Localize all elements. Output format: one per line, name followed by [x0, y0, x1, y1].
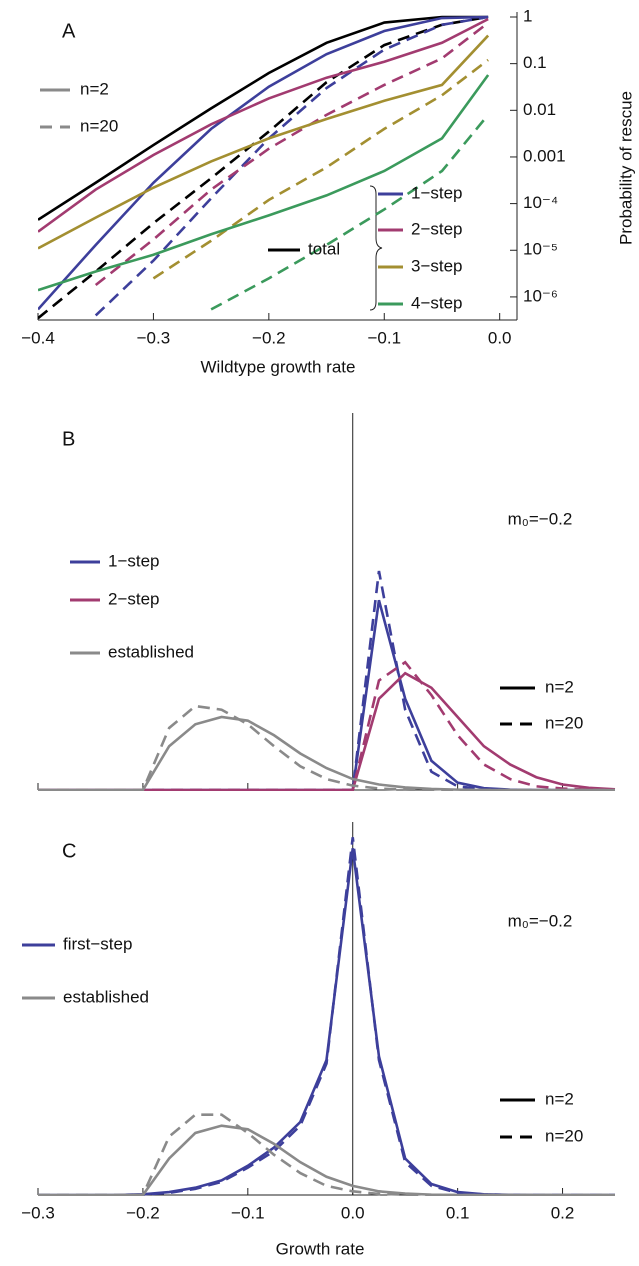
data-line: [38, 15, 489, 320]
data-line: [38, 1113, 615, 1196]
legend-label: total: [308, 239, 340, 258]
y-tick-label: 0.01: [523, 100, 556, 119]
legend-label: 2−step: [108, 589, 160, 608]
x-tick-label: −0.4: [21, 328, 55, 347]
data-line: [38, 671, 616, 791]
data-line: [152, 58, 489, 280]
x-tick-label: 0.2: [551, 1203, 575, 1222]
legend-label: n=2: [80, 79, 109, 98]
legend-label: n=20: [545, 713, 583, 732]
y-tick-label: 0.001: [523, 146, 566, 165]
data-line: [38, 17, 489, 233]
data-line: [38, 74, 490, 292]
x-tick-label: −0.2: [126, 1203, 160, 1222]
x-tick-label: −0.3: [137, 328, 171, 347]
data-line: [38, 15, 489, 221]
legend-label: 4−step: [411, 293, 463, 312]
x-tick-label: −0.1: [367, 328, 401, 347]
legend-label: 1−step: [108, 551, 160, 570]
data-line: [38, 715, 615, 791]
data-line: [38, 660, 616, 791]
legend-label: 1−step: [411, 183, 463, 202]
panel-label: A: [62, 20, 76, 42]
data-line: [38, 848, 615, 1196]
data-line: [94, 21, 489, 287]
data-line: [38, 15, 489, 311]
legend-label: established: [63, 987, 149, 1006]
annotation: m₀=−0.2: [508, 911, 573, 930]
x-tick-label: −0.2: [252, 328, 286, 347]
x-tick-label: 0.1: [446, 1203, 470, 1222]
x-tick-label: −0.1: [231, 1203, 265, 1222]
data-line: [38, 704, 615, 791]
legend-label: n=20: [545, 1126, 583, 1145]
x-tick-label: 0.0: [341, 1203, 365, 1222]
data-line: [38, 837, 615, 1196]
legend-label: first−step: [63, 934, 132, 953]
legend-label: n=2: [545, 677, 574, 696]
x-axis-title: Wildtype growth rate: [201, 357, 356, 376]
x-axis-title: Growth rate: [276, 1239, 365, 1258]
y-tick-label: 0.1: [523, 53, 547, 72]
y-axis-title: Probability of rescue: [616, 91, 635, 245]
panel-label: B: [62, 428, 75, 450]
legend-label: n=2: [545, 1089, 574, 1108]
legend-label: 3−step: [411, 256, 463, 275]
x-tick-label: 0.0: [488, 328, 512, 347]
data-line: [38, 34, 490, 250]
y-tick-label: 10⁻⁵: [523, 240, 558, 259]
y-tick-label: 1: [523, 6, 532, 25]
x-tick-label: −0.3: [21, 1203, 55, 1222]
annotation: m₀=−0.2: [508, 509, 573, 528]
legend-label: 2−step: [411, 219, 463, 238]
data-line: [38, 599, 615, 791]
legend-label: established: [108, 642, 194, 661]
panel-label: C: [62, 840, 76, 862]
legend-label: n=20: [80, 116, 118, 135]
y-tick-label: 10⁻⁴: [523, 193, 558, 212]
y-tick-label: 10⁻⁶: [523, 286, 558, 305]
data-line: [94, 15, 489, 317]
brace: [369, 185, 383, 311]
